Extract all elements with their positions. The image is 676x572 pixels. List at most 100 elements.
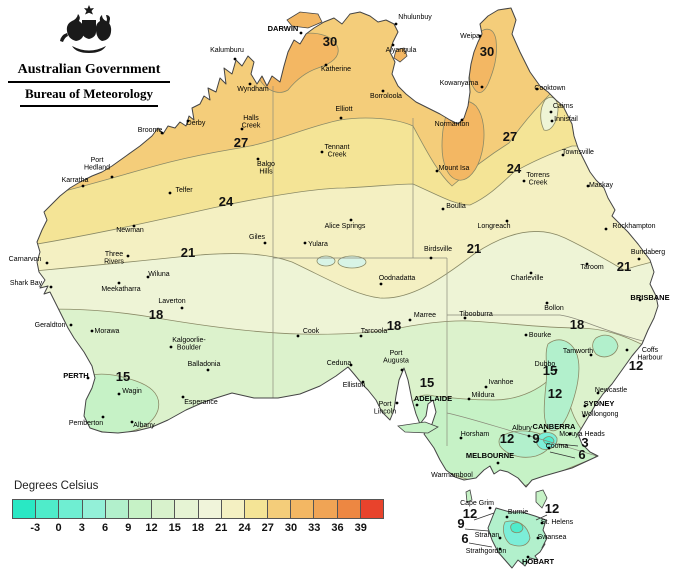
city-label: Coffs Harbour: [637, 347, 663, 362]
legend-tick-label: 39: [354, 522, 367, 534]
city-dot: [550, 119, 554, 123]
city-label: Yulara: [308, 241, 328, 248]
leader-line: [557, 443, 579, 447]
contour-label: 12: [463, 506, 477, 521]
city-dot: [429, 256, 433, 260]
leader-line: [535, 514, 548, 521]
city-dot: [625, 348, 629, 352]
city-dot: [181, 395, 185, 399]
city-label: Meekatharra: [101, 286, 140, 293]
city-dot: [545, 301, 549, 305]
city-label: Normanton: [435, 121, 470, 128]
city-label: Rockhampton: [612, 223, 655, 230]
city-label: Wyndham: [237, 86, 269, 93]
tas-band-3-6: [510, 522, 524, 534]
city-dot: [585, 262, 589, 266]
australian-coat-of-arms-icon: [60, 5, 112, 53]
city-label: Birdsville: [424, 246, 452, 253]
legend-swatch: [82, 500, 106, 518]
city-dot: [498, 547, 502, 551]
city-label: Burnie: [508, 509, 528, 516]
city-dot: [349, 363, 353, 367]
city-label: Giles: [249, 234, 265, 241]
city-label: Cairns: [553, 103, 574, 110]
city-dot: [233, 57, 237, 61]
city-label: Wiluna: [148, 271, 170, 278]
city-dot: [296, 334, 300, 338]
city-dot: [543, 429, 547, 433]
city-label: Dubbo: [535, 361, 556, 368]
lake-torrens: [316, 255, 336, 267]
city-dot: [415, 403, 419, 407]
contour-label: 18: [387, 318, 401, 333]
city-label: Port Hedland: [84, 157, 110, 172]
city-label: Innisfail: [554, 116, 578, 123]
city-dot: [540, 521, 544, 525]
southern-islands: [397, 421, 548, 509]
city-label: Albury: [512, 425, 532, 432]
city-label: Tennant Creek: [325, 144, 350, 159]
city-label: Kalgoorlie-Boulder: [172, 337, 206, 352]
legend-tick-label: 12: [145, 522, 158, 534]
legend: Degrees Celsius -3 0 3 6 9 12 15 18 21 24 27 30 33 36…: [12, 480, 412, 538]
legend-tick-label: 3: [78, 522, 85, 534]
city-label: Broome: [138, 127, 163, 134]
city-dot: [379, 282, 383, 286]
city-dot: [638, 298, 642, 302]
city-label: Port Augusta: [383, 350, 409, 365]
city-label: Tibooburra: [459, 311, 493, 318]
legend-tick-label: 0: [55, 522, 62, 534]
city-label: Bundaberg: [631, 249, 665, 256]
contour-label: 27: [503, 129, 517, 144]
city-dot: [117, 281, 121, 285]
city-label: Horsham: [461, 431, 490, 438]
city-dots: [45, 22, 642, 559]
legend-swatch: [291, 500, 315, 518]
city-label: Tamworth: [563, 348, 593, 355]
city-dot: [554, 368, 558, 372]
contour-label: 24: [507, 161, 522, 176]
contour-label: 30: [480, 44, 494, 59]
legend-tick-label: 27: [261, 522, 274, 534]
city-dot: [126, 254, 130, 258]
city-dot: [522, 179, 526, 183]
city-dot: [49, 285, 53, 289]
city-dot: [484, 385, 488, 389]
city-label: Borroloola: [370, 93, 402, 100]
legend-tick-label: 36: [331, 522, 344, 534]
contour-label: 15: [543, 363, 557, 378]
tasmania-temperature-bands: [503, 520, 531, 547]
city-dot: [637, 257, 641, 261]
legend-tick-label: 24: [238, 522, 251, 534]
city-label: Kowanyama: [440, 80, 479, 87]
city-label: Nhulunbuy: [398, 14, 432, 21]
contour-label: 21: [467, 241, 481, 256]
contour-label: 15: [420, 375, 434, 390]
legend-swatch: [13, 500, 37, 518]
legend-swatch: [221, 500, 245, 518]
city-dot: [527, 434, 531, 438]
city-label: Tarcoola: [361, 328, 388, 335]
legend-swatch: [36, 500, 60, 518]
capital-city-label: ADELAIDE: [414, 394, 452, 403]
city-dot: [480, 85, 484, 89]
city-label: Mildura: [472, 392, 495, 399]
city-dot: [435, 169, 439, 173]
city-label: Moruya Heads: [559, 431, 605, 438]
capital-city-label: DARWIN: [268, 24, 299, 33]
city-label: Warrnambool: [431, 472, 473, 479]
city-dot: [263, 241, 267, 245]
contour-label: 12: [500, 431, 514, 446]
city-label: Carnarvon: [9, 256, 42, 263]
city-dot: [524, 333, 528, 337]
city-dot: [132, 224, 136, 228]
city-dot: [394, 22, 398, 26]
city-label: Townsville: [562, 149, 594, 156]
city-label: Mount Isa: [439, 165, 470, 172]
capital-city-label: BRISBANE: [630, 293, 669, 302]
city-label: Balladonia: [188, 361, 221, 368]
city-label: Swansea: [538, 534, 567, 541]
city-dot: [505, 515, 509, 519]
city-dot: [459, 436, 463, 440]
contour-label: 18: [149, 307, 163, 322]
